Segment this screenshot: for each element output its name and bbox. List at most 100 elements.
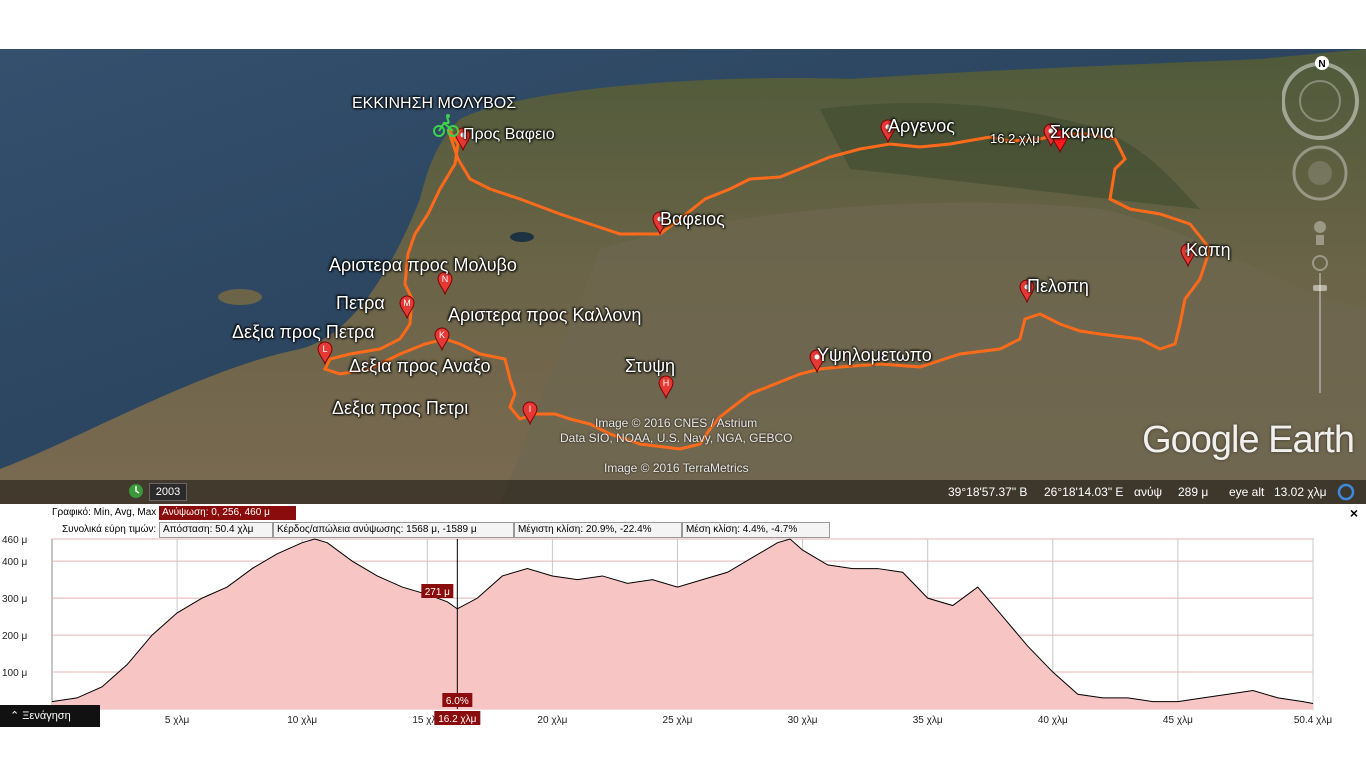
pin-letter-i: I: [529, 404, 532, 414]
distance-total: Απόσταση: 50.4 χλμ: [158, 522, 273, 538]
cursor-dist-box: [434, 711, 481, 725]
y-tick-label: 200 μ: [2, 631, 27, 642]
close-icon[interactable]: ×: [1349, 505, 1358, 521]
x-tick-label: 10 χλμ: [287, 715, 317, 726]
y-tick-label: 100 μ: [2, 668, 27, 679]
route-marker-pin[interactable]: [1180, 243, 1196, 267]
x-tick-label: 35 χλμ: [913, 715, 943, 726]
x-tick-label: 45 χλμ: [1163, 715, 1193, 726]
chevron-up-icon: ⌃: [10, 710, 20, 722]
tour-button[interactable]: ⌃ Ξενάγηση: [0, 705, 100, 727]
loading-ring-icon: [1337, 483, 1355, 501]
route-marker-pin-k[interactable]: K: [434, 327, 450, 351]
route-marker-pin[interactable]: [652, 211, 668, 235]
route-marker-pin-m[interactable]: M: [399, 295, 415, 319]
route-marker-pin[interactable]: [880, 119, 896, 143]
place-label-aristera-molyvo: Αριστερα προς Μολυβο: [329, 255, 517, 275]
route-marker-pin-n[interactable]: N: [437, 271, 453, 295]
data-credit: Data SIO, NOAA, U.S. Navy, NGA, GEBCO: [560, 431, 793, 445]
compass-north-icon: [1315, 56, 1329, 70]
cursor-elev-box: [421, 584, 454, 598]
historical-imagery-icon[interactable]: [128, 483, 144, 499]
place-label-stypsi: Στυψη: [625, 356, 676, 376]
place-label-argenos: Αργενος: [888, 116, 955, 136]
place-label-vafeios: Βαφειος: [660, 209, 725, 229]
cursor-dist-label: 16.2 χλμ: [438, 714, 476, 725]
max-slope: Μέγιστη κλίση: 20.9%, -22.4%: [513, 522, 682, 538]
imagery-credit: Image © 2016 CNES / Astrium: [595, 416, 758, 430]
cursor-slope-box: [442, 693, 473, 707]
latitude-readout: 39°18'57.37" Β: [948, 485, 1028, 499]
totals-info-row: Συνολικά εύρη τιμών: Απόσταση: 50.4 χλμ Κ…: [62, 522, 830, 538]
elevation-gain: Κέρδος/απώλεια ανύψωσης: 1568 μ, -1589 μ: [272, 522, 514, 538]
imagery-credit-terrametrics: Image © 2016 TerraMetrics: [604, 461, 749, 475]
place-label-petra: Πετρα: [336, 293, 385, 313]
place-label-dexia-anaxo: Δεξια προς Αναξο: [349, 356, 491, 376]
distance-marker-label: 16.2 χλμ: [990, 131, 1040, 146]
place-label-dexia-petra: Δεξια προς Πετρα: [232, 322, 375, 342]
eye-alt-label: eye alt: [1229, 485, 1265, 499]
x-tick-label: 25 χλμ: [663, 715, 693, 726]
place-label-dexia-petri: Δεξια προς Πετρι: [332, 398, 469, 418]
pin-letter-l: L: [322, 344, 327, 354]
elevation-readout: 289 μ: [1178, 485, 1209, 499]
elevation-profile-panel: Γραφικό: Min, Avg, Max Ανύψωση: 0, 256, …: [0, 504, 1366, 728]
route-marker-pin-h[interactable]: H: [658, 375, 674, 399]
place-label-kapi: Καπη: [1186, 240, 1231, 260]
pin-letter-h: H: [663, 378, 670, 388]
graph-label: Γραφικό: Min, Avg, Max: [52, 507, 157, 518]
cursor-slope-label: 6.0%: [446, 696, 469, 707]
place-label-start: ΕΚΚΙΝΗΣΗ ΜΟΛΥΒΟΣ: [352, 95, 517, 112]
place-label-skamnia: Σκαμνια: [1050, 122, 1115, 142]
move-ring: [1292, 145, 1348, 201]
pin-letter-k: K: [439, 330, 445, 340]
status-bar: [0, 480, 1366, 504]
y-tick-label: 400 μ: [2, 557, 27, 568]
street-view-icon: [1314, 221, 1326, 233]
google-earth-logo: Google Earth: [1142, 419, 1355, 461]
x-tick-label: 40 χλμ: [1038, 715, 1068, 726]
navigation-controls[interactable]: N: [1282, 55, 1362, 395]
route-marker-pin-l[interactable]: L: [317, 341, 333, 365]
place-label-pelopi: Πελοπη: [1027, 276, 1089, 296]
y-tick-label: 300 μ: [2, 594, 27, 605]
place-label-ypsilometopo: Υψηλομετωπο: [817, 345, 932, 365]
bicycle-start-icon[interactable]: [432, 113, 460, 139]
route-marker-pin[interactable]: [1019, 279, 1035, 303]
graph-info-row: Γραφικό: Min, Avg, Max Ανύψωση: 0, 256, …: [52, 506, 297, 520]
tour-label: Ξενάγηση: [22, 710, 71, 722]
avg-slope: Μέση κλίση: 4.4%, -4.7%: [681, 522, 830, 538]
y-tick-label: 460 μ: [2, 535, 27, 546]
terrain-imagery: [0, 49, 1366, 504]
place-label-pros-vafeio: Προς Βαφειο: [463, 126, 555, 143]
longitude-readout: 26°18'14.03" Ε: [1044, 485, 1124, 499]
zoom-slider-thumb: [1313, 285, 1327, 291]
x-tick-label: 20 χλμ: [537, 715, 567, 726]
cursor-elev-label: 271 μ: [425, 587, 450, 598]
x-tick-label: 50.4 χλμ: [1294, 715, 1332, 726]
route-marker-pin[interactable]: [455, 127, 471, 151]
route-marker-pin[interactable]: [809, 349, 825, 373]
place-label-aristera-kalloni: Αριστερα προς Καλλονη: [448, 305, 642, 325]
current-position-pin[interactable]: [1052, 129, 1068, 153]
zoom-slider-track: [1319, 273, 1321, 393]
route-track: [322, 128, 1212, 451]
totals-label: Συνολικά εύρη τιμών:: [62, 524, 157, 535]
elevation-area: [52, 539, 1313, 709]
top-blank-area: [0, 0, 1366, 49]
elevation-line: [51, 538, 1314, 704]
compass-letter: N: [1318, 59, 1325, 70]
x-tick-label: 30 χλμ: [788, 715, 818, 726]
x-tick-label: 15 χλμ: [412, 715, 442, 726]
route-marker-pin-i[interactable]: I: [522, 401, 538, 425]
graph-value[interactable]: Ανύψωση: 0, 256, 460 μ: [159, 506, 297, 520]
imagery-year[interactable]: 2003: [149, 483, 187, 501]
map-view[interactable]: N M K L H I ΕΚΚΙΝΗΣΗ ΜΟΛΥΒΟΣ Προς Βαφειο…: [0, 49, 1366, 504]
x-tick-label: 5 χλμ: [165, 715, 190, 726]
look-ring: [1282, 62, 1359, 140]
eye-alt-readout: 13.02 χλμ: [1274, 485, 1327, 499]
pin-letter-m: M: [403, 298, 411, 308]
zoom-in-icon: [1312, 255, 1328, 271]
elevation-label: ανύψ: [1134, 485, 1163, 499]
